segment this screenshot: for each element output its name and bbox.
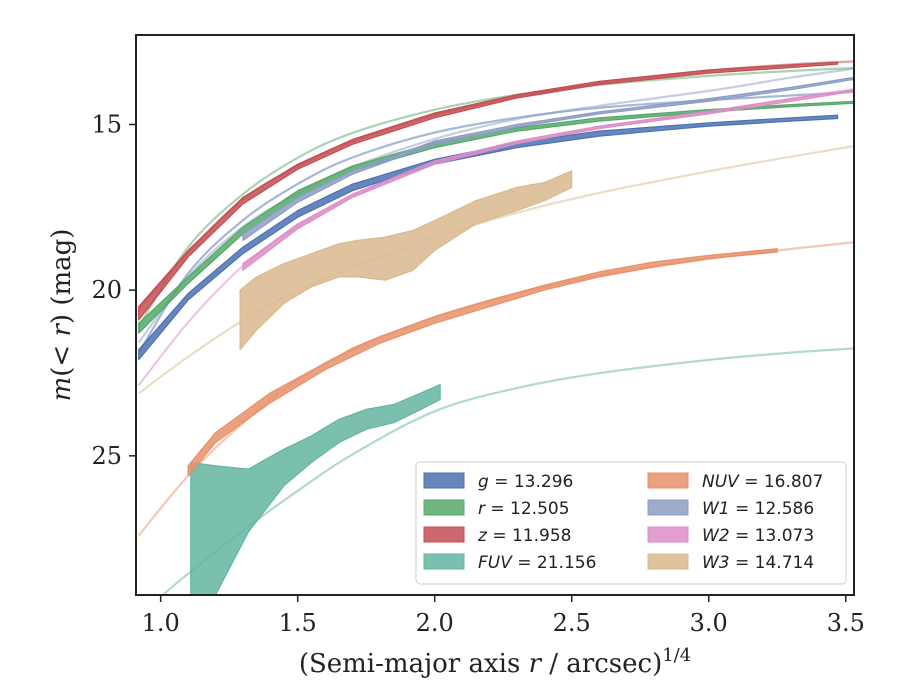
legend-label-g: g = 13.296 — [478, 472, 573, 492]
legend-swatch-W2 — [647, 526, 689, 543]
band-W1 — [242, 76, 854, 241]
legend-label-z: z = 11.958 — [477, 526, 571, 546]
legend: g = 13.296 r = 12.505 z = 11.958 FUV = 21.1… — [415, 461, 847, 585]
legend-label-r: r = 12.505 — [478, 499, 570, 519]
y-tick-label: 15 — [91, 110, 122, 138]
band-W2 — [242, 89, 854, 271]
legend-swatch-z — [423, 526, 465, 543]
legend-swatch-NUV — [647, 472, 689, 489]
legend-label-FUV: FUV = 21.156 — [478, 553, 596, 573]
y-tick-label: 25 — [91, 442, 122, 470]
legend-swatch-W1 — [647, 499, 689, 516]
band-NUV — [187, 248, 778, 477]
x-tick-label: 3.5 — [827, 609, 865, 637]
legend-label-NUV: NUV = 16.807 — [702, 472, 823, 492]
x-axis-ticks: 1.0 1.5 2.0 2.5 3.0 3.5 — [142, 595, 865, 637]
profile-bands — [138, 61, 854, 595]
legend-label-W1: W1 = 12.586 — [702, 499, 814, 519]
legend-label-W2: W2 = 13.073 — [702, 526, 814, 546]
x-tick-label: 2.5 — [553, 609, 591, 637]
legend-swatch-W3 — [647, 553, 689, 570]
legend-label-W3: W3 = 14.714 — [702, 553, 814, 573]
y-tick-label: 20 — [91, 276, 122, 304]
y-axis-title: m(< r) (mag) — [47, 229, 77, 402]
x-tick-label: 1.0 — [142, 609, 180, 637]
band-g — [138, 114, 839, 361]
curve-r — [137, 66, 854, 328]
x-axis-title: (Semi-major axis r / arcsec)1/4 — [299, 645, 691, 679]
band-z — [138, 61, 839, 321]
legend-box — [415, 461, 847, 585]
legend-swatch-FUV — [423, 553, 465, 570]
curve-W1 — [137, 67, 854, 344]
band-FUV — [190, 384, 441, 595]
x-tick-label: 2.0 — [416, 609, 454, 637]
plot-frame — [135, 34, 855, 596]
legend-swatch-g — [423, 472, 465, 489]
legend-swatch-r — [423, 499, 465, 516]
y-axis-ticks: 15 20 25 — [91, 110, 136, 470]
x-tick-label: 1.5 — [279, 609, 317, 637]
band-W3 — [239, 170, 573, 351]
x-tick-label: 3.0 — [690, 609, 728, 637]
